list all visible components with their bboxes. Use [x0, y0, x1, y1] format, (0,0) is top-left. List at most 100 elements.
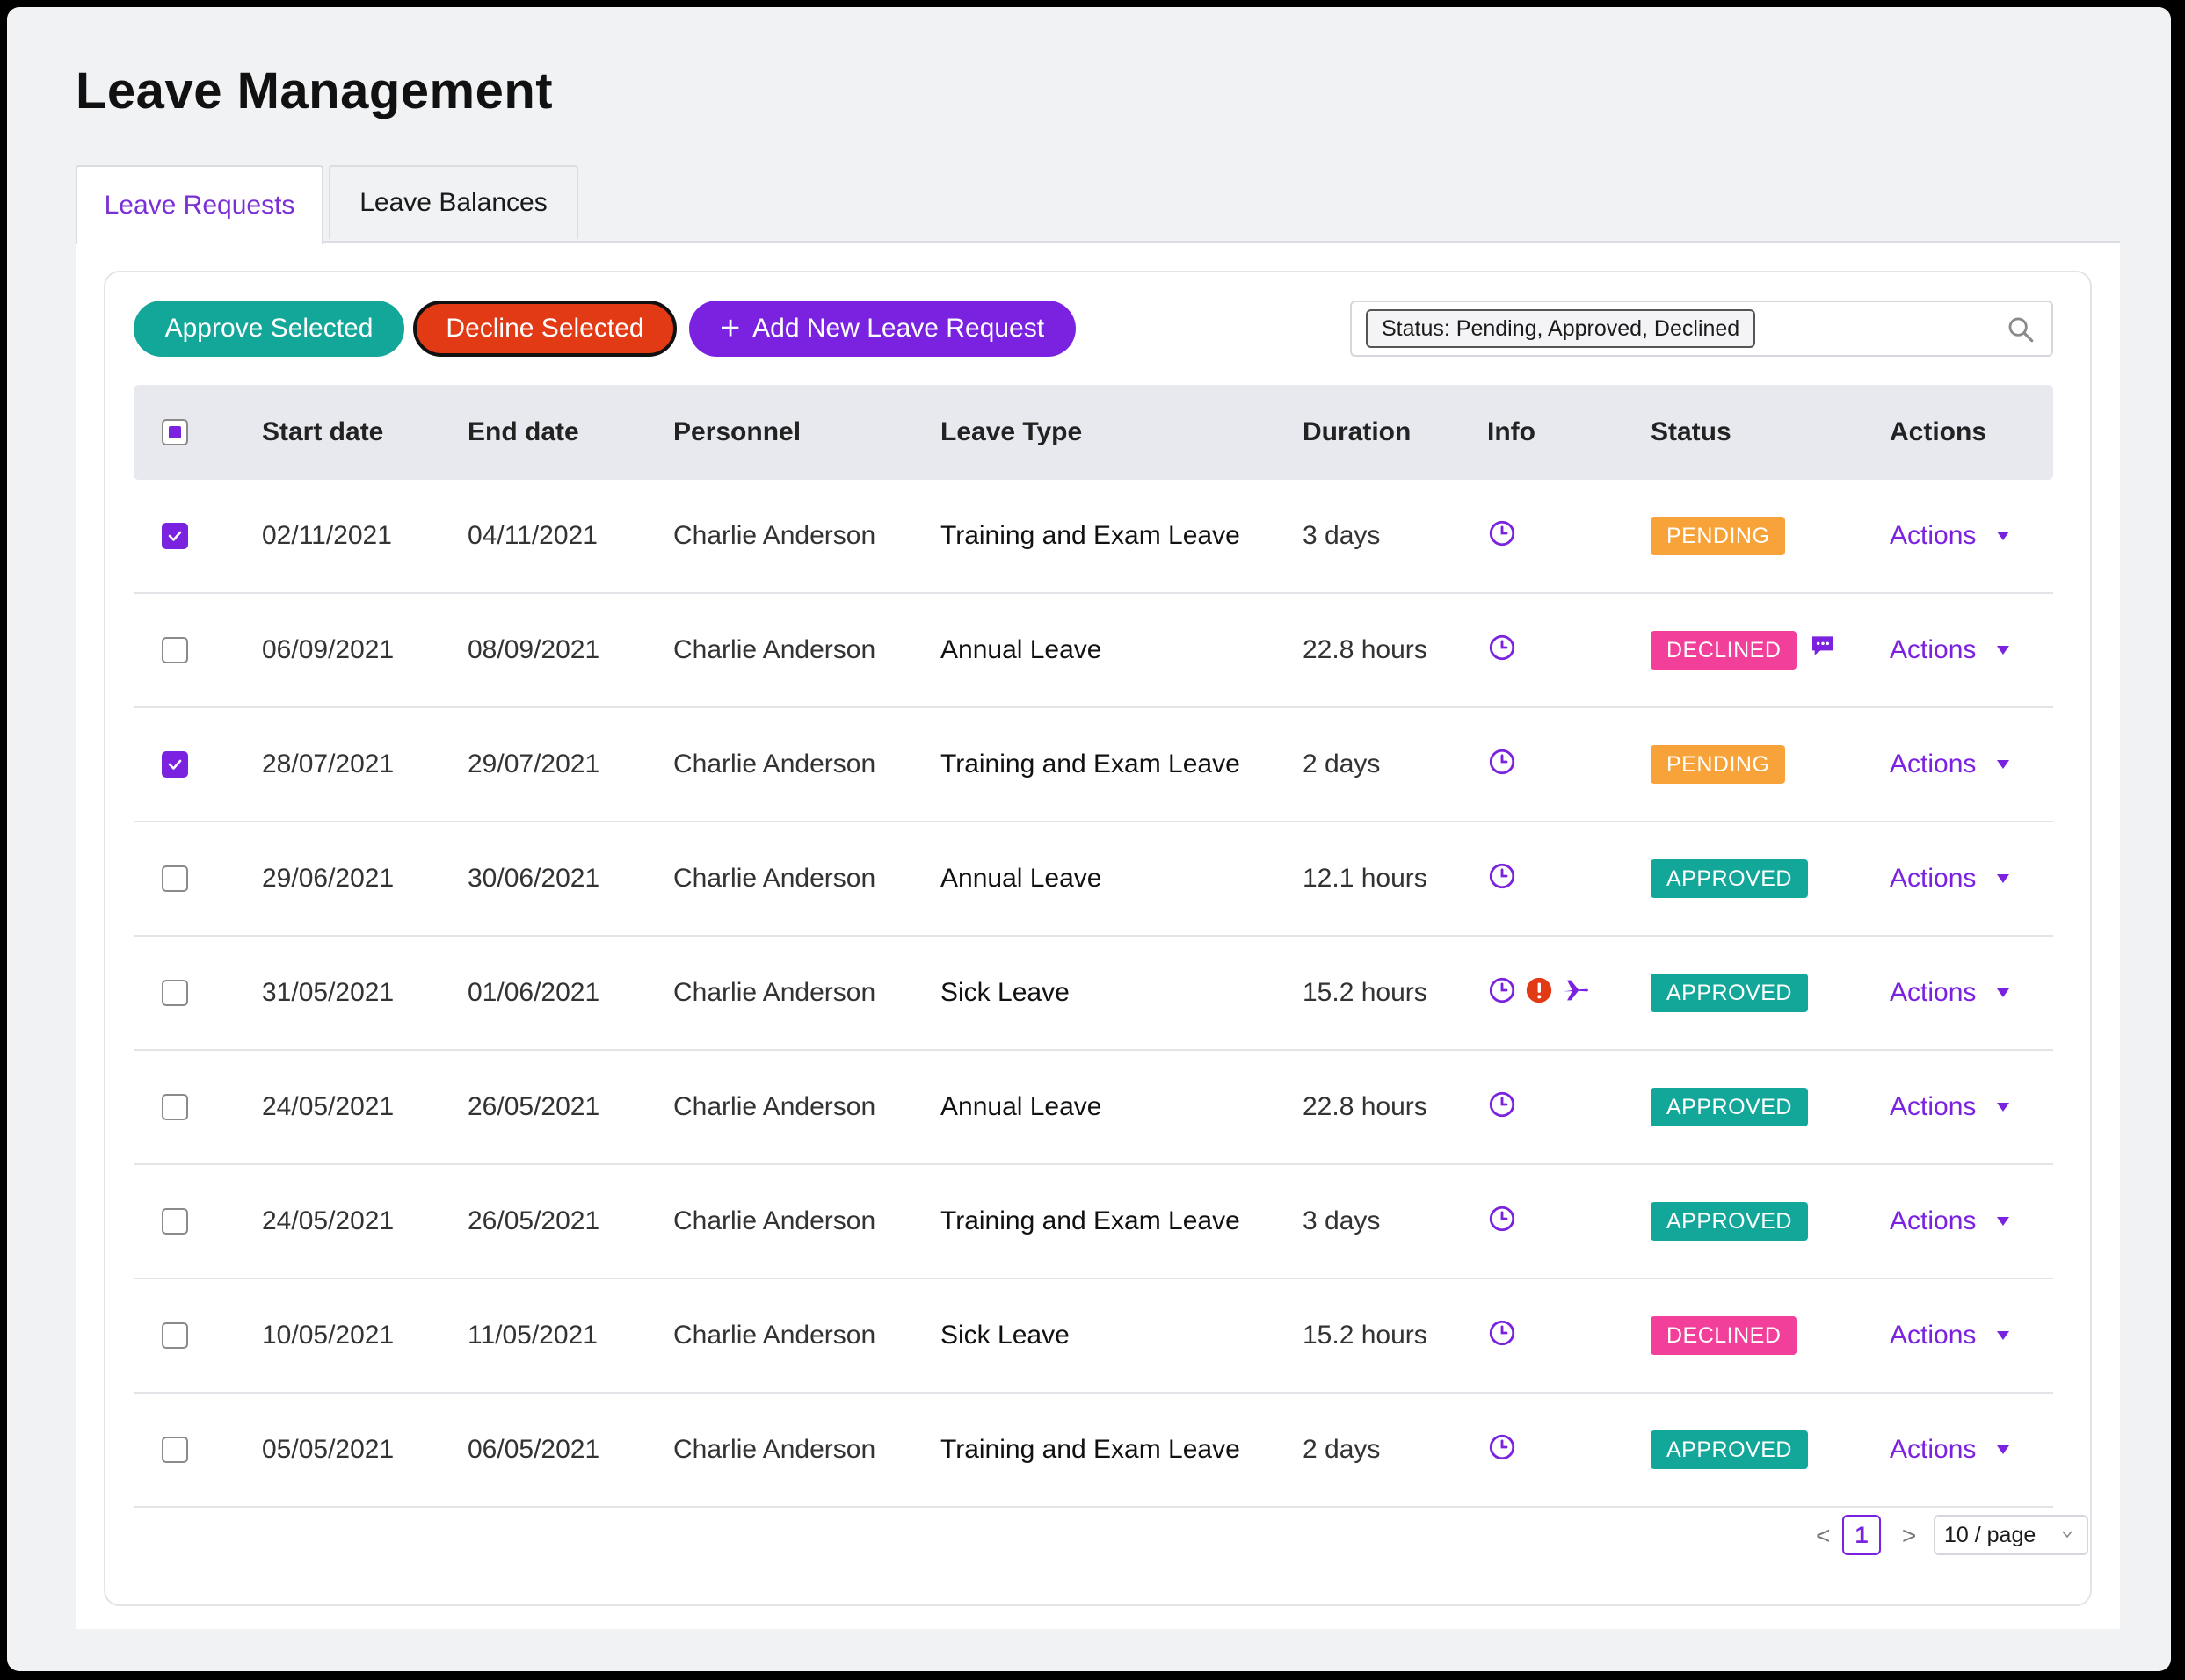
tab-leave-balances[interactable]: Leave Balances: [329, 165, 578, 239]
start-date-cell: 05/05/2021: [262, 1435, 395, 1464]
start-date-cell: 06/09/2021: [262, 635, 395, 664]
add-leave-request-label: Add New Leave Request: [752, 314, 1045, 343]
approve-selected-button[interactable]: Approve Selected: [134, 301, 404, 357]
actions-label: Actions: [1890, 1435, 1977, 1464]
duration-cell: 2 days: [1303, 749, 1381, 778]
status-filter-tag[interactable]: Status: Pending, Approved, Declined: [1366, 309, 1756, 348]
row-checkbox[interactable]: [162, 1208, 188, 1235]
clock-icon[interactable]: [1487, 1432, 1517, 1462]
start-date-cell: 10/05/2021: [262, 1321, 395, 1350]
leave-type-cell: Training and Exam Leave: [940, 521, 1240, 550]
actions-dropdown[interactable]: Actions: [1890, 521, 2011, 551]
search-icon[interactable]: [2006, 315, 2036, 344]
comment-icon[interactable]: [1809, 632, 1837, 660]
plane-icon[interactable]: [1561, 975, 1591, 1005]
leave-requests-card: Approve Selected Decline Selected + Add …: [104, 271, 2092, 1606]
caret-down-icon: [1997, 646, 2010, 655]
actions-dropdown[interactable]: Actions: [1890, 1321, 2011, 1351]
page-size-value: 10 / page: [1944, 1522, 2036, 1547]
row-checkbox[interactable]: [162, 1437, 188, 1463]
status-badge: DECLINED: [1651, 631, 1797, 670]
actions-label: Actions: [1890, 521, 1977, 550]
page-size-select[interactable]: 10 / page: [1934, 1515, 2088, 1555]
column-header-personnel[interactable]: Personnel: [673, 417, 802, 446]
row-checkbox[interactable]: [162, 523, 188, 549]
alert-icon[interactable]: [1524, 975, 1554, 1005]
actions-cell: Actions: [1890, 1051, 2011, 1163]
row-checkbox[interactable]: [162, 1322, 188, 1349]
column-header-leave-type[interactable]: Leave Type: [940, 417, 1083, 446]
column-header-info: Info: [1487, 417, 1535, 446]
caret-down-icon: [1997, 760, 2010, 769]
decline-selected-button[interactable]: Decline Selected: [413, 301, 677, 357]
clock-icon[interactable]: [1487, 518, 1517, 548]
clock-icon[interactable]: [1487, 1204, 1517, 1234]
duration-cell: 15.2 hours: [1303, 1321, 1427, 1350]
page-title: Leave Management: [76, 62, 554, 119]
end-date-cell: 30/06/2021: [468, 864, 600, 893]
prev-page-button[interactable]: <: [1816, 1522, 1831, 1549]
personnel-cell: Charlie Anderson: [673, 1435, 876, 1464]
clock-icon[interactable]: [1487, 633, 1517, 663]
end-date-cell: 11/05/2021: [468, 1321, 598, 1350]
add-leave-request-button[interactable]: + Add New Leave Request: [689, 301, 1076, 357]
actions-dropdown[interactable]: Actions: [1890, 749, 2011, 779]
end-date-cell: 26/05/2021: [468, 1092, 600, 1121]
actions-dropdown[interactable]: Actions: [1890, 635, 2011, 665]
duration-cell: 3 days: [1303, 1206, 1381, 1235]
actions-dropdown[interactable]: Actions: [1890, 1092, 2011, 1122]
actions-cell: Actions: [1890, 708, 2011, 821]
next-page-button[interactable]: >: [1902, 1522, 1917, 1549]
personnel-cell: Charlie Anderson: [673, 864, 876, 893]
info-cell: [1487, 480, 1517, 592]
duration-cell: 22.8 hours: [1303, 1092, 1427, 1121]
actions-dropdown[interactable]: Actions: [1890, 1435, 2011, 1465]
search-input[interactable]: Status: Pending, Approved, Declined: [1350, 301, 2053, 357]
check-icon: [168, 531, 182, 541]
column-header-status[interactable]: Status: [1651, 417, 1731, 446]
actions-dropdown[interactable]: Actions: [1890, 1206, 2011, 1236]
actions-label: Actions: [1890, 749, 1977, 778]
status-cell: APPROVED: [1651, 1051, 1808, 1163]
table-row: 29/06/2021 30/06/2021 Charlie Anderson A…: [134, 822, 2053, 937]
duration-cell: 15.2 hours: [1303, 978, 1427, 1007]
page-number-button[interactable]: 1: [1842, 1515, 1881, 1555]
caret-down-icon: [1997, 532, 2010, 540]
clock-icon[interactable]: [1487, 975, 1517, 1005]
status-cell: PENDING: [1651, 708, 1786, 821]
column-header-end-date[interactable]: End date: [468, 417, 579, 446]
status-badge: PENDING: [1651, 517, 1786, 555]
table-header: Start date End date Personnel Leave Type…: [134, 385, 2053, 480]
caret-down-icon: [1997, 1217, 2010, 1226]
check-icon: [168, 759, 182, 770]
tab-leave-requests[interactable]: Leave Requests: [76, 165, 323, 244]
clock-icon[interactable]: [1487, 1090, 1517, 1119]
actions-label: Actions: [1890, 635, 1977, 664]
clock-icon[interactable]: [1487, 861, 1517, 891]
clock-icon[interactable]: [1487, 1318, 1517, 1348]
status-badge: APPROVED: [1651, 1430, 1808, 1469]
select-all-checkbox[interactable]: [162, 419, 188, 445]
row-checkbox[interactable]: [162, 1094, 188, 1120]
row-checkbox[interactable]: [162, 865, 188, 892]
table-body: 02/11/2021 04/11/2021 Charlie Anderson T…: [134, 480, 2053, 1508]
actions-dropdown[interactable]: Actions: [1890, 978, 2011, 1008]
duration-cell: 2 days: [1303, 1435, 1381, 1464]
end-date-cell: 08/09/2021: [468, 635, 600, 664]
actions-dropdown[interactable]: Actions: [1890, 864, 2011, 894]
info-cell: [1487, 937, 1591, 1049]
row-checkbox[interactable]: [162, 751, 188, 778]
leave-type-cell: Annual Leave: [940, 635, 1102, 664]
table-row: 28/07/2021 29/07/2021 Charlie Anderson T…: [134, 708, 2053, 822]
column-header-start-date[interactable]: Start date: [262, 417, 384, 446]
actions-cell: Actions: [1890, 1165, 2011, 1278]
clock-icon[interactable]: [1487, 747, 1517, 777]
actions-label: Actions: [1890, 978, 1977, 1007]
info-cell: [1487, 1051, 1517, 1163]
row-checkbox[interactable]: [162, 980, 188, 1006]
row-checkbox[interactable]: [162, 637, 188, 663]
column-header-duration[interactable]: Duration: [1303, 417, 1412, 446]
table-row: 02/11/2021 04/11/2021 Charlie Anderson T…: [134, 480, 2053, 594]
caret-down-icon: [1997, 1103, 2010, 1112]
start-date-cell: 28/07/2021: [262, 749, 395, 778]
